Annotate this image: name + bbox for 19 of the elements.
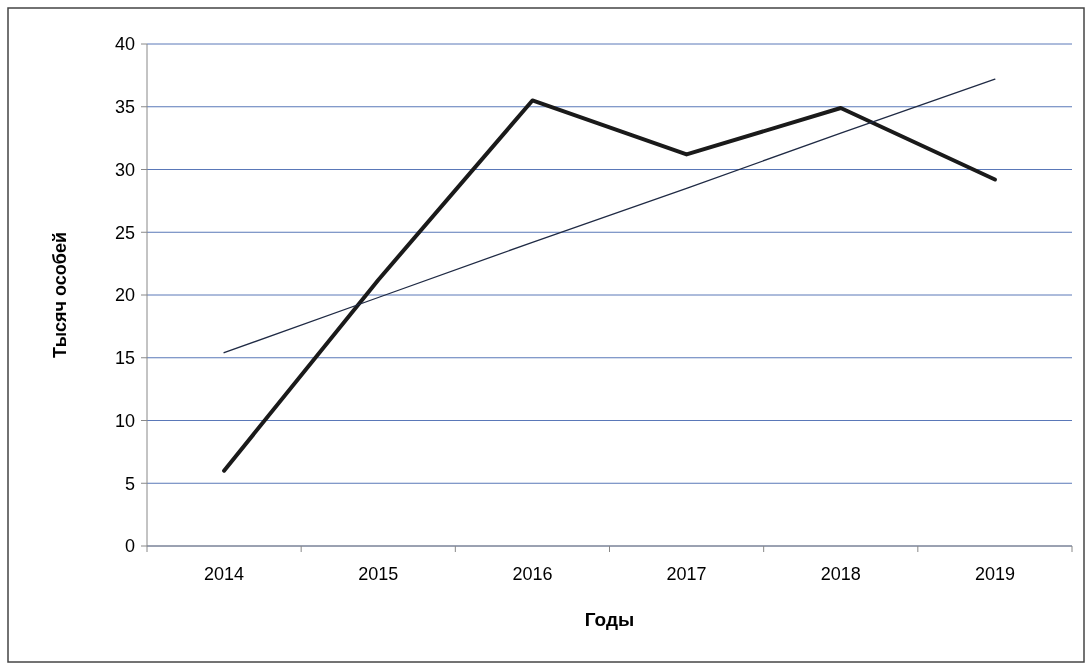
x-tick-label: 2015 bbox=[358, 564, 399, 584]
x-tick-label: 2016 bbox=[512, 564, 553, 584]
y-tick-label: 20 bbox=[114, 285, 135, 306]
y-tick-label: 40 bbox=[114, 34, 135, 55]
x-tick-label: 2018 bbox=[820, 564, 861, 584]
y-tick-label: 10 bbox=[114, 410, 135, 431]
line-series bbox=[222, 98, 997, 473]
y-axis-title: Тысяч особей bbox=[50, 231, 70, 359]
line-series bbox=[223, 78, 996, 354]
y-tick-label: 25 bbox=[114, 222, 135, 243]
x-tick-label: 2019 bbox=[974, 564, 1015, 584]
y-tick-label: 35 bbox=[114, 97, 135, 118]
y-tick-label: 5 bbox=[124, 473, 135, 494]
x-tick-label: 2017 bbox=[666, 564, 707, 584]
y-tick-label: 0 bbox=[124, 536, 135, 557]
y-tick-label: 30 bbox=[114, 159, 135, 180]
y-tick-label: 15 bbox=[114, 348, 135, 369]
x-tick-label: 2014 bbox=[204, 564, 245, 584]
x-axis-title: Годы bbox=[584, 609, 635, 630]
